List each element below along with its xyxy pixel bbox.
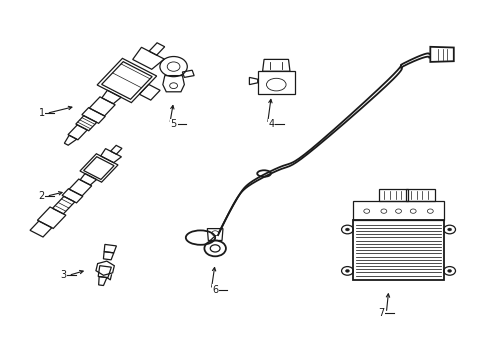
Text: 3: 3 xyxy=(61,270,66,280)
Circle shape xyxy=(345,228,348,231)
Circle shape xyxy=(447,228,451,231)
Text: 1: 1 xyxy=(39,108,44,118)
Circle shape xyxy=(345,269,348,272)
Text: 5: 5 xyxy=(170,119,176,129)
Text: 2: 2 xyxy=(39,191,44,201)
Circle shape xyxy=(447,269,451,272)
Text: 6: 6 xyxy=(212,285,218,295)
Text: 4: 4 xyxy=(268,119,274,129)
Text: 7: 7 xyxy=(378,308,384,318)
